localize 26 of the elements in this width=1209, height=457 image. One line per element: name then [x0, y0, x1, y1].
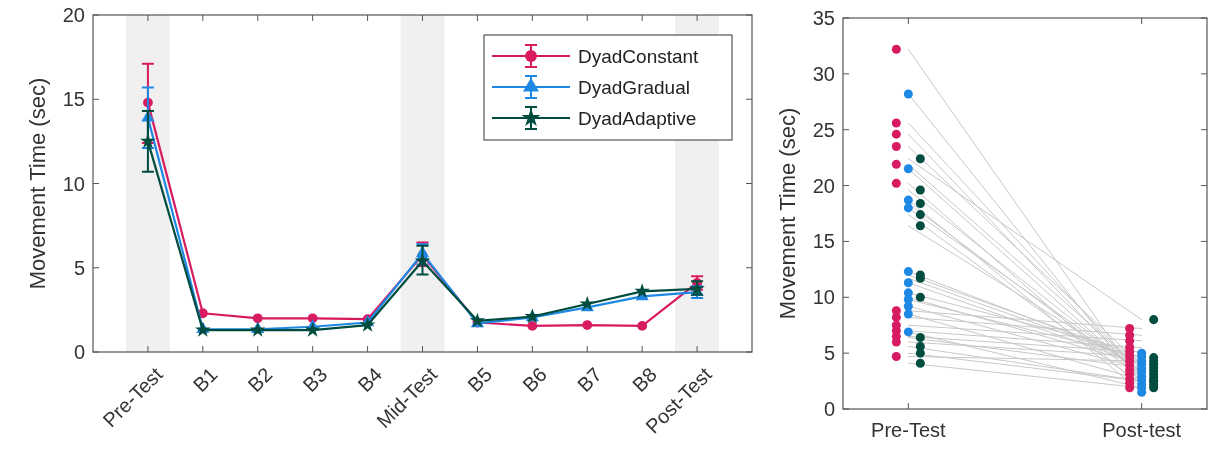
y-tick-label: 35 [812, 7, 835, 29]
y-axis-title: Movement Time (sec) [25, 77, 50, 290]
x-tick-label: Pre-Test [871, 419, 947, 441]
x-tick-label: B5 [463, 363, 497, 397]
y-tick-label: 30 [812, 62, 835, 85]
legend-label: DyadConstant [578, 45, 700, 67]
x-tick-label: B1 [188, 363, 222, 397]
y-tick-label: 15 [812, 230, 835, 253]
y-tick-label: 20 [812, 174, 835, 197]
x-tick-label: B6 [518, 363, 552, 397]
x-tick-label: Post-test [1102, 419, 1182, 441]
x-tick-label: B3 [298, 363, 332, 397]
y-tick-label: 5 [73, 256, 85, 279]
y-tick-label: 10 [62, 172, 85, 195]
y-tick-label: 20 [62, 4, 85, 26]
y-tick-label: 5 [823, 342, 835, 365]
y-tick-label: 10 [812, 286, 835, 309]
y-tick-label: 15 [62, 88, 85, 111]
y-tick-label: 25 [812, 118, 835, 141]
y-axis-title: Movement Time (sec) [775, 107, 800, 320]
y-tick-label: 0 [73, 341, 85, 363]
x-tick-label: B7 [573, 363, 606, 397]
y-tick-label: 0 [823, 398, 835, 420]
x-tick-label: B2 [243, 363, 277, 397]
legend-label: DyadGradual [578, 76, 690, 98]
legend-label: DyadAdaptive [578, 107, 697, 129]
